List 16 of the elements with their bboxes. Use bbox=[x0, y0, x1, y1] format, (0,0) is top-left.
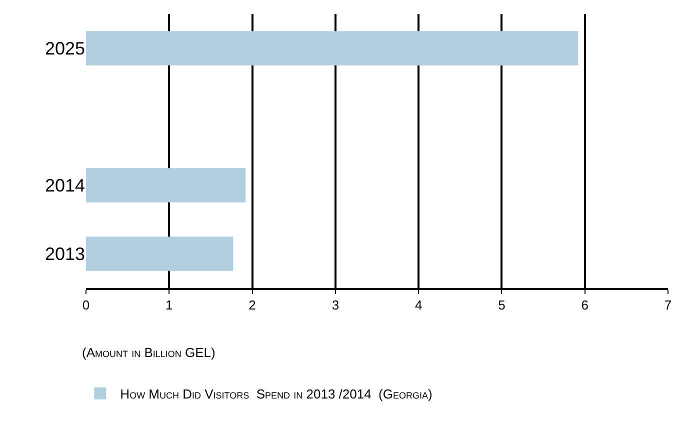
x-tick-label: 5 bbox=[498, 298, 506, 313]
x-tick-label: 7 bbox=[664, 298, 672, 313]
x-axis-title: (Amount in Billion GEL) bbox=[82, 345, 216, 360]
x-tick-label: 6 bbox=[581, 298, 588, 313]
bar bbox=[86, 168, 246, 202]
x-tick-label: 2 bbox=[248, 298, 256, 313]
y-tick-label: 2013 bbox=[44, 244, 85, 264]
x-tick-label: 0 bbox=[82, 298, 90, 313]
y-tick-label: 2014 bbox=[44, 176, 85, 196]
x-tick-label: 1 bbox=[166, 298, 173, 313]
x-tick-label: 3 bbox=[332, 298, 340, 313]
legend-label: How Much Did Visitors Spend in 2013 /2014 (Georgia) bbox=[120, 386, 432, 402]
bar bbox=[86, 236, 234, 271]
bar bbox=[86, 31, 578, 66]
x-tick-label: 4 bbox=[414, 298, 422, 313]
y-tick-label: 2025 bbox=[44, 38, 85, 59]
